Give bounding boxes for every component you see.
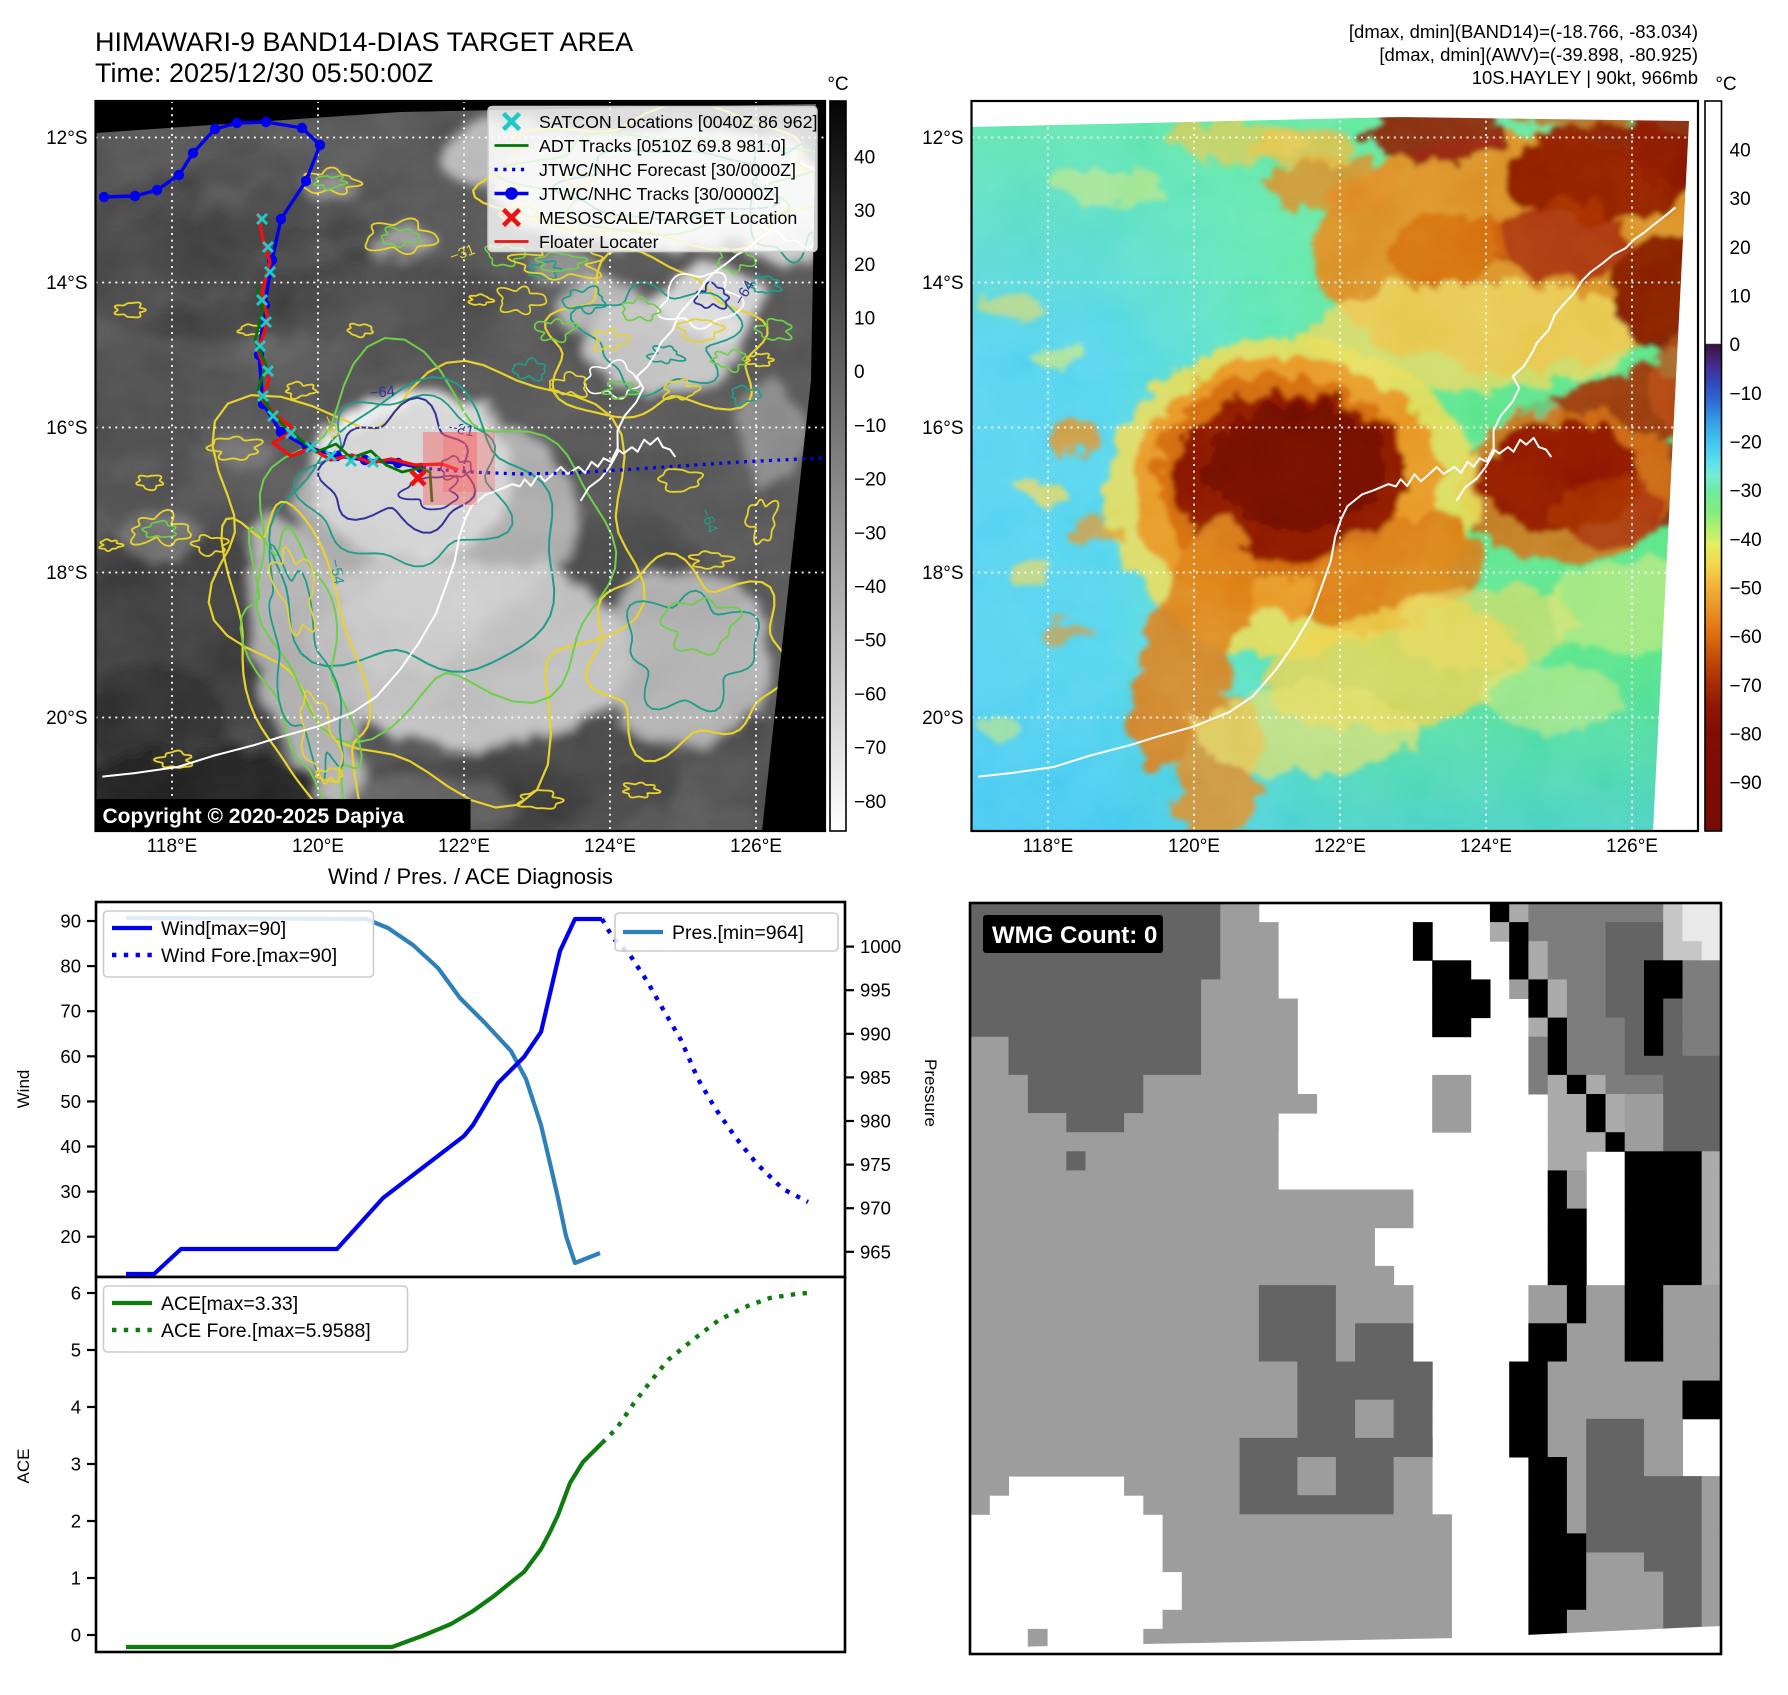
svg-text:−20: −20 bbox=[1730, 433, 1762, 454]
svg-text:−70: −70 bbox=[1730, 676, 1762, 697]
svg-text:Pres.[min=964]: Pres.[min=964] bbox=[672, 922, 804, 944]
svg-text:3: 3 bbox=[71, 1454, 81, 1475]
svg-text:12°S: 12°S bbox=[922, 128, 963, 149]
svg-text:990: 990 bbox=[860, 1023, 891, 1044]
svg-text:40: 40 bbox=[854, 147, 875, 168]
svg-text:120°E: 120°E bbox=[292, 836, 344, 857]
svg-text:50: 50 bbox=[60, 1091, 81, 1112]
svg-text:−70: −70 bbox=[854, 738, 886, 759]
svg-text:−54: −54 bbox=[326, 558, 347, 586]
svg-text:Pressure: Pressure bbox=[921, 1059, 940, 1127]
svg-text:30: 30 bbox=[1730, 189, 1751, 210]
svg-text:−50: −50 bbox=[854, 631, 886, 652]
svg-text:−80: −80 bbox=[854, 792, 886, 813]
svg-text:JTWC/NHC Forecast [30/0000Z]: JTWC/NHC Forecast [30/0000Z] bbox=[539, 160, 796, 180]
svg-text:995: 995 bbox=[860, 980, 891, 1001]
svg-text:965: 965 bbox=[860, 1241, 891, 1262]
svg-text:SATCON Locations [0040Z 86 962: SATCON Locations [0040Z 86 962] bbox=[539, 112, 817, 132]
svg-text:30: 30 bbox=[854, 201, 875, 222]
svg-text:Copyright © 2020-2025 Dapiya: Copyright © 2020-2025 Dapiya bbox=[103, 805, 405, 828]
svg-text:975: 975 bbox=[860, 1154, 891, 1175]
svg-text:HIMAWARI-9 BAND14-DIAS TARGET: HIMAWARI-9 BAND14-DIAS TARGET AREA bbox=[95, 27, 633, 57]
svg-text:126°E: 126°E bbox=[1606, 836, 1658, 857]
svg-text:−81: −81 bbox=[447, 419, 475, 440]
svg-text:ACE[max=3.33]: ACE[max=3.33] bbox=[161, 1293, 298, 1315]
svg-text:0: 0 bbox=[854, 362, 865, 383]
svg-text:20: 20 bbox=[60, 1226, 81, 1247]
svg-text:980: 980 bbox=[860, 1111, 891, 1132]
svg-text:Floater Locater: Floater Locater bbox=[539, 232, 659, 252]
svg-text:40: 40 bbox=[60, 1136, 81, 1157]
svg-text:12°S: 12°S bbox=[46, 128, 87, 149]
svg-text:−10: −10 bbox=[854, 416, 886, 437]
svg-text:90: 90 bbox=[60, 911, 81, 932]
svg-text:10: 10 bbox=[1730, 287, 1751, 308]
svg-text:1: 1 bbox=[71, 1568, 81, 1589]
svg-text:−10: −10 bbox=[1730, 384, 1762, 405]
svg-text:120°E: 120°E bbox=[1168, 836, 1220, 857]
svg-text:−80: −80 bbox=[1730, 725, 1762, 746]
svg-text:[dmax, dmin](AWV)=(-39.898, -8: [dmax, dmin](AWV)=(-39.898, -80.925) bbox=[1379, 44, 1698, 65]
svg-text:−40: −40 bbox=[854, 577, 886, 598]
svg-text:10: 10 bbox=[854, 309, 875, 330]
svg-text:0: 0 bbox=[71, 1625, 81, 1646]
svg-text:1000: 1000 bbox=[860, 936, 901, 957]
svg-text:985: 985 bbox=[860, 1067, 891, 1088]
svg-text:4: 4 bbox=[71, 1397, 81, 1418]
svg-text:−40: −40 bbox=[1730, 530, 1762, 551]
svg-text:°C: °C bbox=[827, 74, 848, 95]
svg-text:0: 0 bbox=[1730, 335, 1741, 356]
svg-text:MESOSCALE/TARGET Location: MESOSCALE/TARGET Location bbox=[539, 208, 797, 228]
svg-text:16°S: 16°S bbox=[46, 418, 87, 439]
svg-text:JTWC/NHC Tracks [30/0000Z]: JTWC/NHC Tracks [30/0000Z] bbox=[539, 184, 779, 204]
svg-text:122°E: 122°E bbox=[1314, 836, 1366, 857]
svg-text:−20: −20 bbox=[854, 470, 886, 491]
svg-text:6: 6 bbox=[71, 1283, 81, 1304]
svg-text:20: 20 bbox=[854, 255, 875, 276]
svg-text:20: 20 bbox=[1730, 238, 1751, 259]
svg-text:−30: −30 bbox=[1730, 481, 1762, 502]
svg-text:°C: °C bbox=[1715, 74, 1736, 95]
svg-text:ADT Tracks [0510Z 69.8 981.0]: ADT Tracks [0510Z 69.8 981.0] bbox=[539, 136, 786, 156]
svg-text:Wind / Pres. / ACE Diagnosis: Wind / Pres. / ACE Diagnosis bbox=[328, 864, 613, 889]
svg-text:−60: −60 bbox=[854, 684, 886, 705]
svg-text:−90: −90 bbox=[1730, 773, 1762, 794]
svg-text:Wind Fore.[max=90]: Wind Fore.[max=90] bbox=[161, 945, 337, 967]
svg-text:18°S: 18°S bbox=[922, 563, 963, 584]
svg-text:970: 970 bbox=[860, 1198, 891, 1219]
svg-text:118°E: 118°E bbox=[1023, 836, 1074, 857]
svg-text:14°S: 14°S bbox=[46, 273, 87, 294]
svg-text:70: 70 bbox=[60, 1001, 81, 1022]
svg-text:−64: −64 bbox=[369, 383, 396, 402]
svg-text:2: 2 bbox=[71, 1511, 81, 1532]
svg-text:18°S: 18°S bbox=[46, 563, 87, 584]
svg-text:118°E: 118°E bbox=[147, 836, 198, 857]
svg-text:Wind: Wind bbox=[14, 1070, 33, 1109]
svg-text:124°E: 124°E bbox=[1460, 836, 1512, 857]
svg-text:ACE: ACE bbox=[14, 1449, 33, 1484]
svg-text:5: 5 bbox=[71, 1340, 81, 1361]
svg-text:40: 40 bbox=[1730, 141, 1751, 162]
svg-text:122°E: 122°E bbox=[438, 836, 490, 857]
svg-text:14°S: 14°S bbox=[922, 273, 963, 294]
svg-text:[dmax, dmin](BAND14)=(-18.766,: [dmax, dmin](BAND14)=(-18.766, -83.034) bbox=[1349, 21, 1698, 42]
svg-text:20°S: 20°S bbox=[46, 708, 87, 729]
svg-text:−60: −60 bbox=[1730, 627, 1762, 648]
svg-text:Time: 2025/12/30 05:50:00Z: Time: 2025/12/30 05:50:00Z bbox=[95, 58, 433, 88]
svg-text:−50: −50 bbox=[1730, 579, 1762, 600]
svg-text:60: 60 bbox=[60, 1046, 81, 1067]
svg-text:10S.HAYLEY | 90kt, 966mb: 10S.HAYLEY | 90kt, 966mb bbox=[1472, 67, 1698, 88]
svg-text:80: 80 bbox=[60, 956, 81, 977]
svg-text:Wind[max=90]: Wind[max=90] bbox=[161, 918, 286, 940]
svg-text:20°S: 20°S bbox=[922, 708, 963, 729]
svg-text:126°E: 126°E bbox=[730, 836, 782, 857]
svg-text:ACE Fore.[max=5.9588]: ACE Fore.[max=5.9588] bbox=[161, 1320, 371, 1342]
svg-text:30: 30 bbox=[60, 1181, 81, 1202]
svg-text:WMG Count: 0: WMG Count: 0 bbox=[992, 922, 1157, 949]
svg-text:16°S: 16°S bbox=[922, 418, 963, 439]
svg-text:124°E: 124°E bbox=[584, 836, 636, 857]
svg-text:−30: −30 bbox=[854, 523, 886, 544]
